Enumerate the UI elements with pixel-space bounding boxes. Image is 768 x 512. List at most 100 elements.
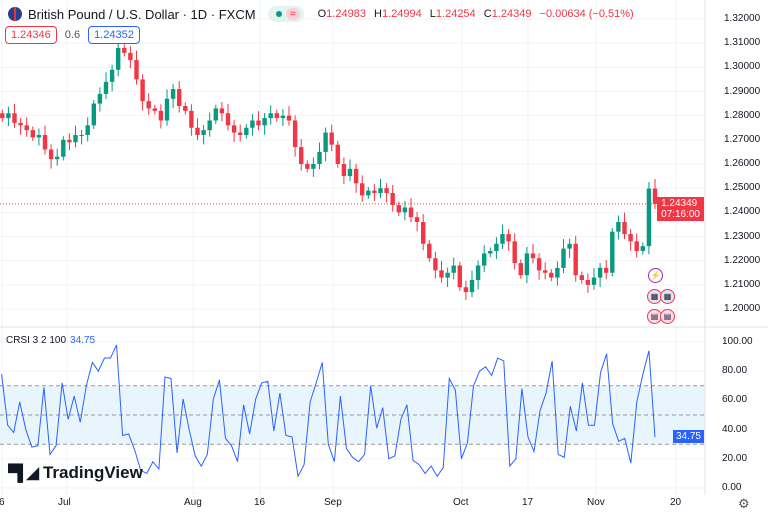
time-tick-label: Aug bbox=[184, 497, 202, 508]
candle bbox=[433, 251, 438, 279]
candle-body bbox=[372, 190, 377, 193]
candle bbox=[244, 124, 249, 139]
candle bbox=[414, 212, 420, 232]
candle bbox=[170, 84, 176, 109]
candle bbox=[366, 186, 371, 200]
candle bbox=[0, 109, 5, 122]
candle-body bbox=[457, 265, 462, 288]
candle-body bbox=[6, 113, 11, 119]
candle-body bbox=[610, 231, 615, 273]
candle-body bbox=[366, 190, 371, 196]
candle-body bbox=[24, 125, 29, 131]
candle bbox=[573, 235, 578, 282]
candle-body bbox=[402, 207, 408, 213]
candle-body bbox=[561, 248, 566, 268]
candle-body bbox=[530, 253, 536, 259]
candle bbox=[543, 262, 548, 280]
candle-body bbox=[225, 113, 231, 126]
candle-body bbox=[146, 101, 151, 109]
candle bbox=[274, 109, 279, 122]
candle bbox=[335, 141, 340, 168]
gbp-event-icon[interactable]: ▦ bbox=[660, 289, 675, 304]
candle bbox=[128, 46, 133, 69]
candle bbox=[494, 237, 499, 259]
candle bbox=[122, 44, 127, 57]
candle-body bbox=[177, 89, 182, 106]
candle-body bbox=[439, 270, 444, 278]
crsi-tick-label: 80.00 bbox=[722, 365, 748, 377]
buy-button[interactable]: 1.24352 bbox=[88, 26, 140, 44]
candle-body bbox=[122, 48, 127, 53]
candle-body bbox=[42, 135, 48, 150]
tradingview-logo[interactable]: ▀▌◢ TradingView bbox=[8, 463, 143, 482]
candle bbox=[329, 124, 334, 152]
usd-event-icon[interactable]: ▤ bbox=[660, 309, 675, 324]
candle bbox=[439, 260, 444, 283]
candle-body bbox=[360, 183, 365, 196]
candle-body bbox=[433, 258, 438, 271]
time-tick-label: Oct bbox=[453, 497, 469, 508]
price-tick-label: 1.32000 bbox=[724, 13, 761, 24]
time-tick-label: 17 bbox=[522, 497, 534, 508]
time-tick-label: Nov bbox=[587, 497, 605, 508]
price-tick-label: 1.28000 bbox=[724, 109, 761, 121]
candle bbox=[292, 115, 298, 157]
crsi-tick-label: 20.00 bbox=[722, 452, 748, 464]
candle-body bbox=[189, 110, 194, 128]
candle-body bbox=[152, 108, 157, 111]
candle bbox=[530, 243, 536, 264]
candle-body bbox=[597, 267, 603, 278]
candle-body bbox=[549, 272, 554, 278]
candle bbox=[628, 229, 633, 251]
candle-body bbox=[311, 164, 316, 169]
market-status-badge[interactable]: ≈ bbox=[267, 6, 304, 22]
candle bbox=[500, 224, 505, 249]
crsi-tick-label: 40.00 bbox=[722, 423, 748, 435]
time-tick-label: 6 bbox=[0, 497, 5, 508]
candle bbox=[262, 113, 267, 135]
symbol-title[interactable]: British Pound / U.S. Dollar · 1D · FXCM bbox=[28, 6, 256, 22]
indicator-legend[interactable]: CRSI 3 2 100 34.75 bbox=[6, 335, 96, 346]
candle-body bbox=[591, 277, 597, 285]
time-tick-label: Jul bbox=[58, 497, 71, 508]
symbol-header: British Pound / U.S. Dollar · 1D · FXCM … bbox=[8, 6, 634, 22]
candle-body bbox=[500, 234, 505, 244]
candle-body bbox=[451, 265, 456, 273]
time-tick-label: Sep bbox=[324, 497, 342, 508]
candle bbox=[30, 126, 35, 142]
candle-body bbox=[488, 251, 493, 254]
candle bbox=[482, 245, 487, 273]
quote-panel: 1.24346 0.6 1.24352 bbox=[5, 26, 140, 44]
candle-body bbox=[116, 48, 121, 70]
candle bbox=[390, 185, 395, 212]
candle-body bbox=[421, 222, 426, 244]
candle-body bbox=[238, 132, 243, 135]
lightning-event-icon[interactable]: ⚡ bbox=[648, 268, 663, 283]
candle bbox=[103, 72, 109, 99]
candle bbox=[195, 118, 200, 141]
gbp-flag-icon bbox=[8, 7, 22, 21]
settings-gear-icon[interactable]: ⚙ bbox=[738, 496, 750, 511]
candle bbox=[42, 125, 48, 155]
candle bbox=[280, 109, 286, 127]
candle-body bbox=[305, 164, 310, 169]
candle-body bbox=[585, 280, 591, 285]
candle-body bbox=[231, 125, 237, 133]
candle bbox=[225, 103, 231, 131]
candle bbox=[512, 233, 517, 270]
candle bbox=[140, 74, 145, 111]
gbp-event-icon[interactable]: ▦ bbox=[647, 289, 662, 304]
candle-body bbox=[384, 188, 389, 193]
sell-button[interactable]: 1.24346 bbox=[5, 26, 57, 44]
candle-body bbox=[524, 253, 530, 276]
price-tick-label: 1.31000 bbox=[724, 37, 761, 49]
candle-body bbox=[262, 118, 267, 126]
candle-body bbox=[30, 130, 35, 138]
candle bbox=[18, 117, 23, 135]
candle-body bbox=[390, 193, 395, 206]
candle-body bbox=[396, 205, 401, 213]
candle bbox=[341, 157, 347, 185]
candle bbox=[238, 124, 243, 142]
candle bbox=[567, 238, 572, 259]
